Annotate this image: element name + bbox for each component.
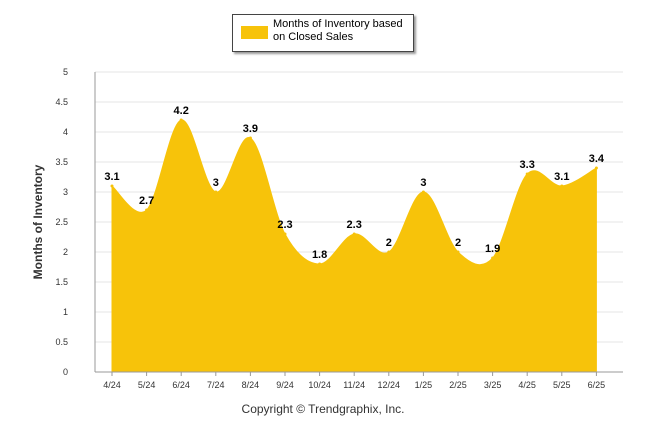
x-tick-label: 6/24: [172, 380, 190, 390]
x-tick-label: 12/24: [378, 380, 401, 390]
data-point: [594, 166, 598, 170]
x-tick-label: 1/25: [415, 380, 433, 390]
x-tick-label: 9/24: [276, 380, 294, 390]
legend[interactable]: Months of Inventory based on Closed Sale…: [232, 14, 414, 52]
x-tick-label: 10/24: [308, 380, 331, 390]
x-tick-label: 2/25: [449, 380, 467, 390]
data-label: 3.4: [589, 153, 605, 165]
data-label: 2.3: [277, 219, 292, 231]
data-label: 3.1: [554, 171, 569, 183]
data-point: [387, 250, 391, 254]
legend-label: Months of Inventory based on Closed Sale…: [273, 18, 403, 43]
axes: 0 0.5 1 1.5 2 2.5 3 3.5 4 4.5 5 4/24 5/24 6/24 7/24 8/2…: [55, 67, 623, 390]
data-point: [491, 256, 495, 260]
copyright-footer: Copyright © Trendgraphix, Inc.: [241, 402, 405, 416]
data-point: [560, 184, 564, 188]
data-label: 3.1: [104, 171, 119, 183]
data-point: [179, 118, 183, 122]
y-tick-label: 4: [63, 127, 68, 137]
data-label: 1.9: [485, 243, 500, 255]
data-point: [525, 172, 529, 176]
data-point: [214, 190, 218, 194]
y-tick-label: 2.5: [55, 217, 68, 227]
x-tick-label: 5/25: [553, 380, 571, 390]
data-label: 2: [455, 237, 461, 249]
area-series: [110, 118, 598, 373]
data-label: 3: [420, 177, 426, 189]
y-tick-label: 1: [63, 307, 68, 317]
y-tick-label: 2: [63, 247, 68, 257]
data-labels: 3.1 2.7 4.2 3 3.9 2.3 1.8 2.3 2 3 2 1.9 3.3 3.1 3.4: [104, 105, 605, 261]
x-tick-label: 4/24: [103, 380, 121, 390]
data-label: 4.2: [174, 105, 189, 117]
y-axis-title: Months of Inventory: [31, 164, 45, 279]
x-tick-label: 3/25: [484, 380, 502, 390]
x-tick-label: 7/24: [207, 380, 225, 390]
x-tick-label: 8/24: [242, 380, 260, 390]
x-tick-label: 4/25: [518, 380, 536, 390]
y-tick-label: 5: [63, 67, 68, 77]
x-tick-label: 6/25: [588, 380, 606, 390]
data-point: [248, 136, 252, 140]
data-label: 2: [386, 237, 392, 249]
data-point: [110, 184, 114, 188]
data-label: 2.7: [139, 195, 154, 207]
area-fill: [111, 119, 597, 373]
data-point: [283, 232, 287, 236]
data-point: [318, 262, 322, 266]
y-tick-label: 0: [63, 367, 68, 377]
y-tick-label: 4.5: [55, 97, 68, 107]
y-tick-label: 3: [63, 187, 68, 197]
data-point: [421, 190, 425, 194]
y-tick-label: 3.5: [55, 157, 68, 167]
x-tick-label: 5/24: [138, 380, 156, 390]
data-label: 1.8: [312, 249, 327, 261]
data-label: 2.3: [347, 219, 362, 231]
data-label: 3.3: [520, 159, 535, 171]
y-tick-label: 0.5: [55, 337, 68, 347]
data-label: 3: [213, 177, 219, 189]
data-point: [456, 250, 460, 254]
data-point: [352, 232, 356, 236]
legend-swatch: [241, 26, 268, 39]
x-tick-label: 11/24: [343, 380, 365, 390]
y-tick-label: 1.5: [55, 277, 68, 287]
data-point: [145, 208, 149, 212]
data-label: 3.9: [243, 123, 258, 135]
